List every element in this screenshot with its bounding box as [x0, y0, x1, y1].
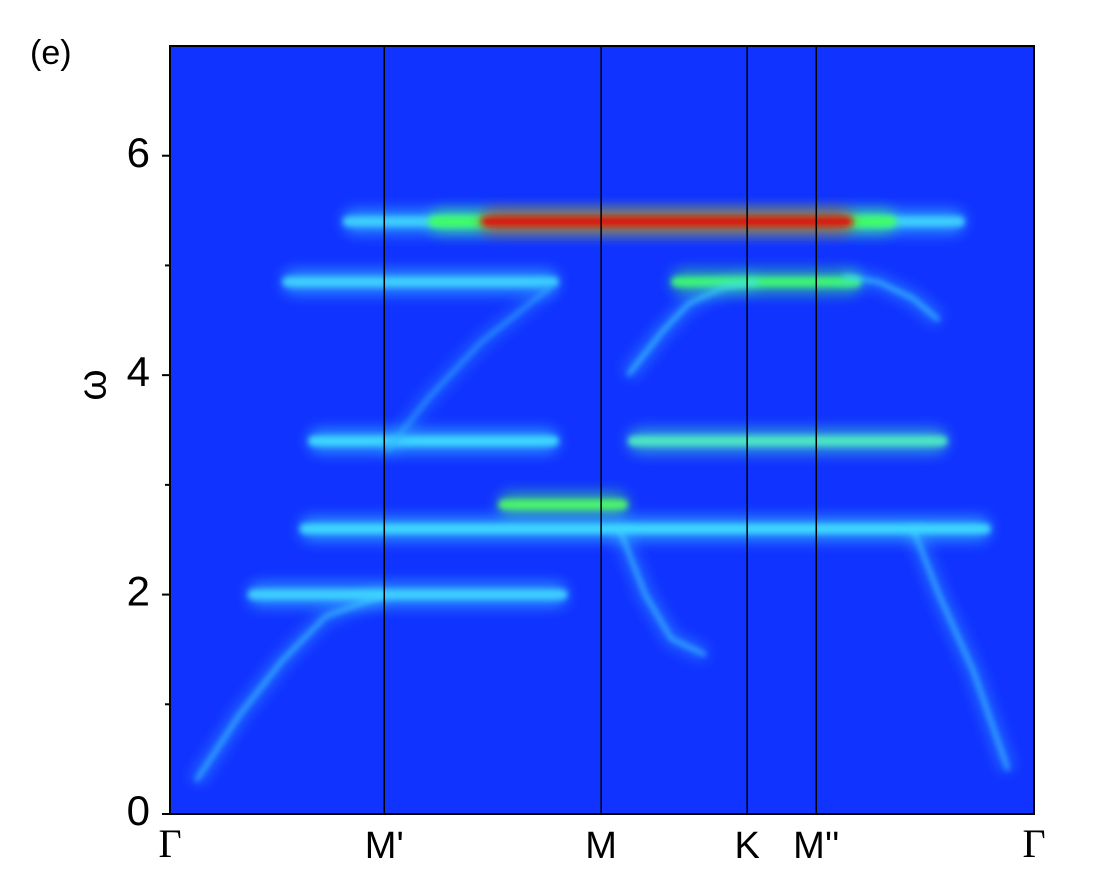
dispersion-curve [617, 528, 707, 657]
panel-label: (e) [30, 34, 72, 72]
dispersion-curve [626, 280, 758, 377]
band [247, 589, 568, 600]
y-tick-label: 2 [127, 568, 150, 615]
plot-frame [169, 45, 1035, 815]
band [247, 582, 568, 607]
dispersion-curve [843, 274, 940, 322]
y-tick-label: 6 [127, 129, 150, 176]
band [481, 216, 853, 227]
x-tick-label: Γ [158, 821, 181, 866]
band [282, 276, 559, 287]
band [498, 499, 628, 510]
dispersion-curve [911, 528, 1010, 771]
y-tick-label: 0 [127, 787, 150, 834]
band [308, 428, 559, 453]
band [299, 523, 991, 534]
band [671, 276, 862, 287]
x-tick-label: Γ [1022, 821, 1045, 866]
band [308, 435, 559, 446]
band [498, 492, 628, 517]
dispersion-curve [384, 286, 552, 453]
y-tick-label: 4 [127, 348, 150, 395]
dispersion-curve [194, 593, 385, 782]
band [282, 269, 559, 294]
x-tick-label: M [585, 825, 617, 867]
band [627, 428, 948, 453]
y-axis-label: ω [71, 369, 115, 400]
band [299, 516, 991, 541]
x-tick-label: M'' [793, 825, 839, 867]
band [671, 269, 862, 294]
band [627, 435, 948, 446]
x-tick-label: M' [365, 825, 404, 867]
x-tick-label: K [734, 825, 759, 867]
band [481, 209, 853, 234]
